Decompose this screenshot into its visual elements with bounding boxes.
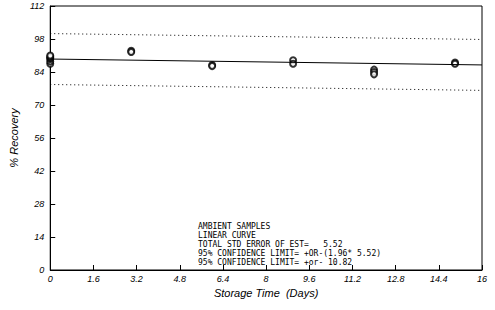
svg-text:12.8: 12.8: [387, 274, 405, 284]
svg-text:4.8: 4.8: [174, 274, 187, 284]
svg-text:Storage Time (Days): Storage Time (Days): [214, 287, 319, 299]
svg-text:0: 0: [39, 265, 44, 275]
svg-text:0: 0: [48, 274, 53, 284]
svg-text:14: 14: [34, 232, 44, 242]
svg-text:56: 56: [34, 133, 44, 143]
svg-text:1.6: 1.6: [87, 274, 100, 284]
svg-text:95% CONFIDENCE LIMIT= +OR-(1.9: 95% CONFIDENCE LIMIT= +OR-(1.96* 5.52): [198, 249, 381, 258]
svg-text:LINEAR CURVE: LINEAR CURVE: [198, 231, 256, 240]
svg-text:42: 42: [34, 166, 44, 176]
svg-text:28: 28: [33, 199, 44, 209]
svg-text:8: 8: [264, 274, 269, 284]
svg-text:9.6: 9.6: [303, 274, 316, 284]
svg-text:AMBIENT SAMPLES: AMBIENT SAMPLES: [198, 222, 270, 231]
svg-text:3.2: 3.2: [130, 274, 143, 284]
svg-text:95% CONFIDENCE LIMIT= +or- 10.: 95% CONFIDENCE LIMIT= +or- 10.82: [198, 258, 352, 267]
svg-text:84: 84: [34, 67, 44, 77]
svg-text:112: 112: [30, 1, 44, 11]
svg-text:14.4: 14.4: [430, 274, 448, 284]
svg-text:% Recovery: % Recovery: [8, 107, 20, 168]
svg-text:16: 16: [477, 274, 487, 284]
svg-text:98: 98: [34, 34, 44, 44]
svg-text:11.2: 11.2: [344, 274, 361, 284]
svg-text:TOTAL STD ERROR OF EST= 5.52: TOTAL STD ERROR OF EST= 5.52: [198, 240, 343, 249]
svg-text:70: 70: [34, 100, 44, 110]
svg-text:6.4: 6.4: [217, 274, 230, 284]
